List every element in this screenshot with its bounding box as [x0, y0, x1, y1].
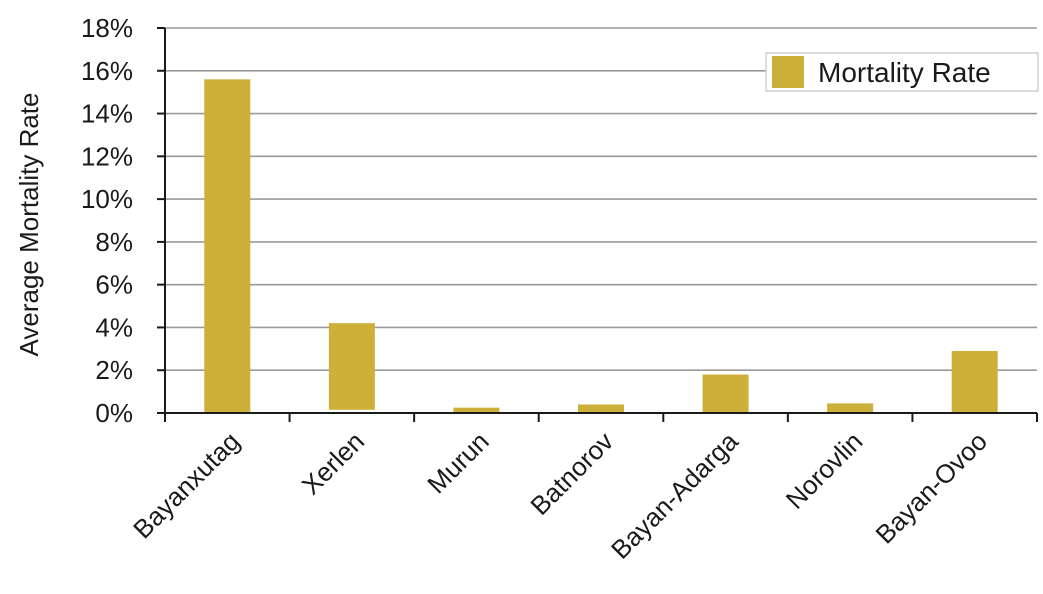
- bar-batnorov: [578, 404, 624, 413]
- x-tick-label: Batnorov: [524, 426, 619, 521]
- y-tick-label: 2%: [95, 355, 133, 385]
- bar-xerlen: [328, 323, 375, 410]
- x-tick-label: Murun: [421, 426, 494, 499]
- legend: Mortality Rate: [765, 52, 1039, 92]
- bars: [204, 79, 998, 413]
- x-tick-labels: Bayanxutag Xerlen Murun BatnorovBayan-Adarg…: [127, 426, 993, 565]
- legend-swatch: [772, 56, 804, 88]
- x-tick-label: Bayan-Adarga: [605, 426, 744, 565]
- y-tick-label: 0%: [95, 398, 133, 428]
- y-tick-label: 14%: [81, 99, 133, 129]
- y-tick-label: 12%: [81, 141, 133, 171]
- y-axis-title: Average Mortality Rate: [14, 93, 44, 357]
- legend-box: [765, 52, 1039, 92]
- y-tick-label: 16%: [81, 56, 133, 86]
- y-tick-label: 4%: [95, 312, 133, 342]
- bar-bayanxutag: [204, 79, 251, 413]
- y-tick-label: 6%: [95, 270, 133, 300]
- x-tick-label: Bayan-Ovoo: [870, 426, 993, 549]
- gridlines: [165, 27, 1037, 372]
- y-tick-label: 10%: [81, 184, 133, 214]
- y-tick-label: 18%: [81, 13, 133, 43]
- legend-label: Mortality Rate: [818, 57, 991, 88]
- bar-bayan-adarga: [702, 374, 749, 413]
- bar-norovlin: [827, 403, 874, 413]
- x-tick-label: Norovlin: [780, 426, 869, 515]
- y-tick-labels: 0% 2% 4% 6% 8% 10% 12% 14% 16% 18%: [81, 13, 133, 428]
- axes: [157, 27, 1038, 422]
- y-tick-label: 8%: [95, 227, 133, 257]
- bar-murun: [453, 407, 500, 413]
- x-tick-label: Bayanxutag: [127, 426, 245, 544]
- x-tick-label: Xerlen: [296, 426, 370, 500]
- bar-bayan-ovoo: [951, 350, 998, 413]
